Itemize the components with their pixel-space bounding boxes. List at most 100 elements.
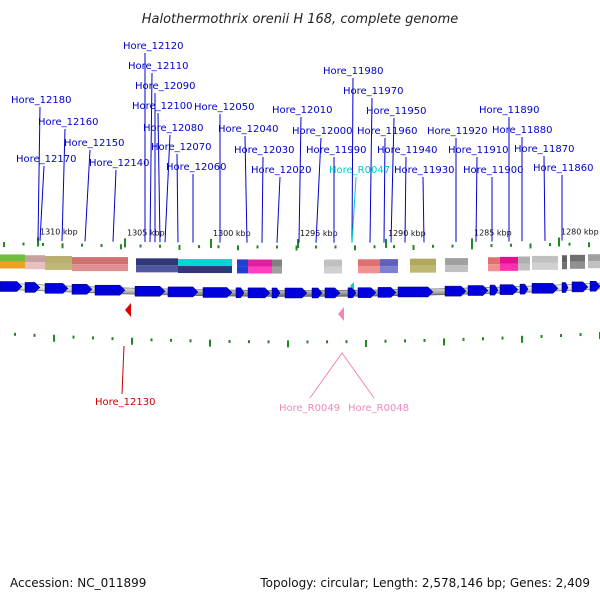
label-leader-line: [244, 135, 248, 243]
feature-block: [237, 259, 248, 267]
forward-gene-arrow: [324, 287, 341, 299]
forward-gene-arrow: [94, 284, 126, 296]
label-leader-line: [422, 176, 425, 243]
feature-block: [532, 262, 558, 270]
feature-block: [0, 261, 25, 269]
gene-label: Hore_12040: [218, 124, 279, 135]
forward-gene-arrow: [0, 281, 23, 292]
label-leader-line: [404, 156, 407, 243]
forward-gene-arrow: [247, 287, 271, 299]
feature-block: [500, 256, 518, 264]
feature-block: [588, 254, 600, 262]
gene-label: Hore_12060: [166, 162, 227, 173]
feature-block: [136, 258, 178, 266]
upper-tick-row: [3, 242, 590, 251]
kbp-scale: 1310 kbp 1305 kbp 1300 kbp 1295 kbp 1290 kbp…: [37, 228, 599, 249]
feature-block: [248, 259, 272, 267]
gene-label: Hore_11990: [306, 145, 367, 156]
forward-gene-arrow: [561, 282, 569, 293]
rna-marker: [338, 307, 344, 321]
rna-marker: [350, 282, 354, 290]
feature-block: [562, 262, 567, 270]
kbp-label: 1305 kbp: [127, 228, 165, 237]
feature-block: [410, 265, 436, 273]
feature-block: [562, 255, 567, 263]
label-leader-line: [84, 149, 91, 242]
gene-label: Hore_12130: [95, 397, 156, 408]
forward-gene-arrow: [571, 281, 589, 293]
forward-gene-arrow: [444, 285, 467, 297]
gene-label: Hore_12010: [272, 105, 333, 116]
gene-label: Hore_12110: [128, 61, 189, 72]
feature-block: [237, 266, 248, 274]
kbp-label: 1295 kbp: [300, 229, 338, 238]
label-leader-line: [390, 117, 395, 243]
feature-block: [358, 266, 380, 274]
forward-gene-arrow: [467, 285, 489, 296]
gene-labels: Hore_12120 Hore_12110 Hore_12090 Hore_12180…: [11, 41, 594, 414]
label-leader-line: [37, 106, 41, 241]
kbp-label: 1285 kbp: [474, 228, 512, 237]
gene-label: Hore_R0048: [348, 403, 409, 414]
feature-block: [518, 256, 530, 264]
feature-block: [324, 259, 342, 267]
gene-label: Hore_12100: [132, 101, 193, 112]
gene-label: Hore_11960: [357, 126, 418, 137]
gene-label: Hore_11860: [533, 163, 594, 174]
forward-gene-arrow: [377, 287, 397, 298]
feature-block: [380, 266, 398, 274]
forward-gene-arrow: [519, 283, 529, 295]
gene-label: Hore_11980: [323, 66, 384, 77]
gene-label: Hore_11920: [427, 126, 488, 137]
feature-block: [358, 259, 380, 267]
gene-label: Hore_11890: [479, 105, 540, 116]
label-leader-line: [261, 156, 264, 243]
forward-gene-arrow: [489, 284, 499, 296]
map-title: Halothermothrix orenii H 168, complete g…: [142, 12, 459, 27]
feature-block: [272, 259, 282, 267]
gene-label: Hore_12050: [194, 102, 255, 113]
gene-label: Hore_12070: [151, 142, 212, 153]
gene-label: Hore_R0047: [329, 165, 390, 176]
feature-block: [45, 262, 72, 270]
label-leader-line: [176, 153, 179, 243]
forward-gene-arrow: [311, 287, 323, 299]
kbp-label: 1290 kbp: [388, 229, 426, 238]
label-leader-line: [121, 345, 125, 395]
feature-block: [518, 263, 530, 271]
forward-gene-arrow: [167, 286, 199, 298]
forward-gene-arrow: [589, 280, 600, 292]
forward-gene-arrow: [235, 287, 245, 298]
gene-label: Hore_11910: [448, 145, 509, 156]
feature-block: [445, 265, 468, 273]
label-leader-line: [351, 77, 354, 243]
feature-block: [488, 264, 500, 272]
feature-block: [324, 266, 342, 274]
gene-label: Hore_11900: [463, 165, 524, 176]
gene-label: Hore_12020: [251, 165, 312, 176]
feature-block: [178, 259, 232, 267]
forward-gene-arrow: [44, 283, 69, 294]
accession-text: Accession: NC_011899: [10, 576, 146, 590]
label-leader-line: [276, 176, 281, 243]
gene-label: Hore_11870: [514, 144, 575, 155]
label-leader-line: [61, 128, 66, 242]
feature-block: [136, 265, 178, 273]
label-leader-line: [149, 72, 153, 243]
feature-block: [445, 258, 468, 266]
feature-block: [380, 259, 398, 267]
feature-block: [500, 263, 518, 271]
forward-gene-arrow: [134, 286, 166, 297]
forward-gene-arrow: [357, 287, 377, 298]
forward-gene-arrow: [499, 284, 519, 295]
feature-block: [272, 266, 282, 274]
feature-block: [25, 262, 45, 270]
label-leader-line: [298, 116, 302, 243]
label-leader-lines: [37, 53, 563, 399]
forward-gene-arrow: [71, 284, 93, 295]
gene-label: Hore_12140: [89, 158, 150, 169]
label-leader-line: [112, 169, 117, 242]
gene-label: Hore_12180: [11, 95, 72, 106]
gene-label: Hore_12120: [123, 41, 184, 52]
